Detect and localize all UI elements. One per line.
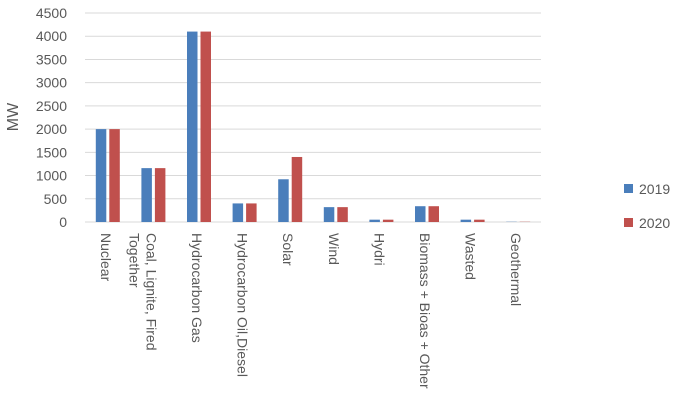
bar-2019-3 — [232, 203, 244, 222]
x-axis-ticks: Nuclear Coal, Lignite, FiredTogether Hydro… — [98, 233, 524, 389]
y-tick-label: 1000 — [36, 168, 67, 184]
y-tick-label: 0 — [59, 214, 67, 230]
bar-2020-0 — [109, 129, 120, 222]
bar-2019-2 — [187, 31, 198, 223]
legend: 2019 2020 — [624, 181, 670, 231]
bar-2019-6 — [369, 219, 380, 222]
bar-2019-5 — [323, 207, 335, 222]
legend-label: 2020 — [639, 215, 670, 231]
bar-2020-5 — [337, 207, 348, 222]
bar-2019-4 — [278, 179, 289, 222]
x-tick-label: Hydrocarbon Gas — [189, 233, 205, 343]
x-tick-label: Hydrocarbon Oil,Diesel — [235, 233, 251, 377]
bar-2019-8 — [460, 219, 472, 222]
y-tick-label: 500 — [44, 191, 68, 207]
x-tick-label: Geothermal — [508, 233, 524, 306]
y-tick-label: 3000 — [36, 75, 67, 91]
x-tick-label: Coal, Lignite, FiredTogether — [126, 233, 159, 351]
bar-2020-6 — [382, 219, 394, 222]
x-tick-label: Hydri — [371, 233, 387, 266]
bar-2020-1 — [154, 168, 166, 222]
y-tick-label: 2000 — [36, 121, 67, 137]
y-axis-label: MW — [5, 102, 22, 131]
y-tick-label: 4500 — [36, 5, 67, 21]
y-tick-label: 1500 — [36, 144, 67, 160]
x-tick-label: Wasted — [463, 233, 479, 280]
bar-2019-0 — [95, 129, 107, 222]
bar-2020-3 — [246, 203, 257, 222]
bar-2020-4 — [291, 156, 303, 222]
gridlines — [85, 12, 541, 223]
legend-label: 2019 — [639, 181, 670, 197]
x-tick-label: Nuclear — [98, 233, 114, 282]
legend-swatch-2019 — [624, 184, 633, 193]
y-tick-label: 2500 — [36, 98, 67, 114]
y-tick-label: 4000 — [36, 28, 67, 44]
x-tick-label: Solar — [280, 233, 296, 266]
bar-2020-8 — [474, 219, 485, 222]
bar-2020-2 — [200, 31, 211, 223]
x-tick-label: Wind — [326, 233, 342, 265]
bar-2020-7 — [428, 206, 439, 222]
x-tick-label: Biomass + Bioas + Other — [417, 233, 433, 389]
legend-swatch-2020 — [624, 218, 633, 227]
bars — [95, 31, 531, 223]
bar-2019-7 — [415, 206, 426, 222]
y-axis-ticks: 0 500 1000 1500 2000 2500 3000 3500 4000 4500 — [36, 5, 67, 230]
bar-2019-1 — [141, 168, 152, 222]
y-tick-label: 3500 — [36, 51, 67, 67]
